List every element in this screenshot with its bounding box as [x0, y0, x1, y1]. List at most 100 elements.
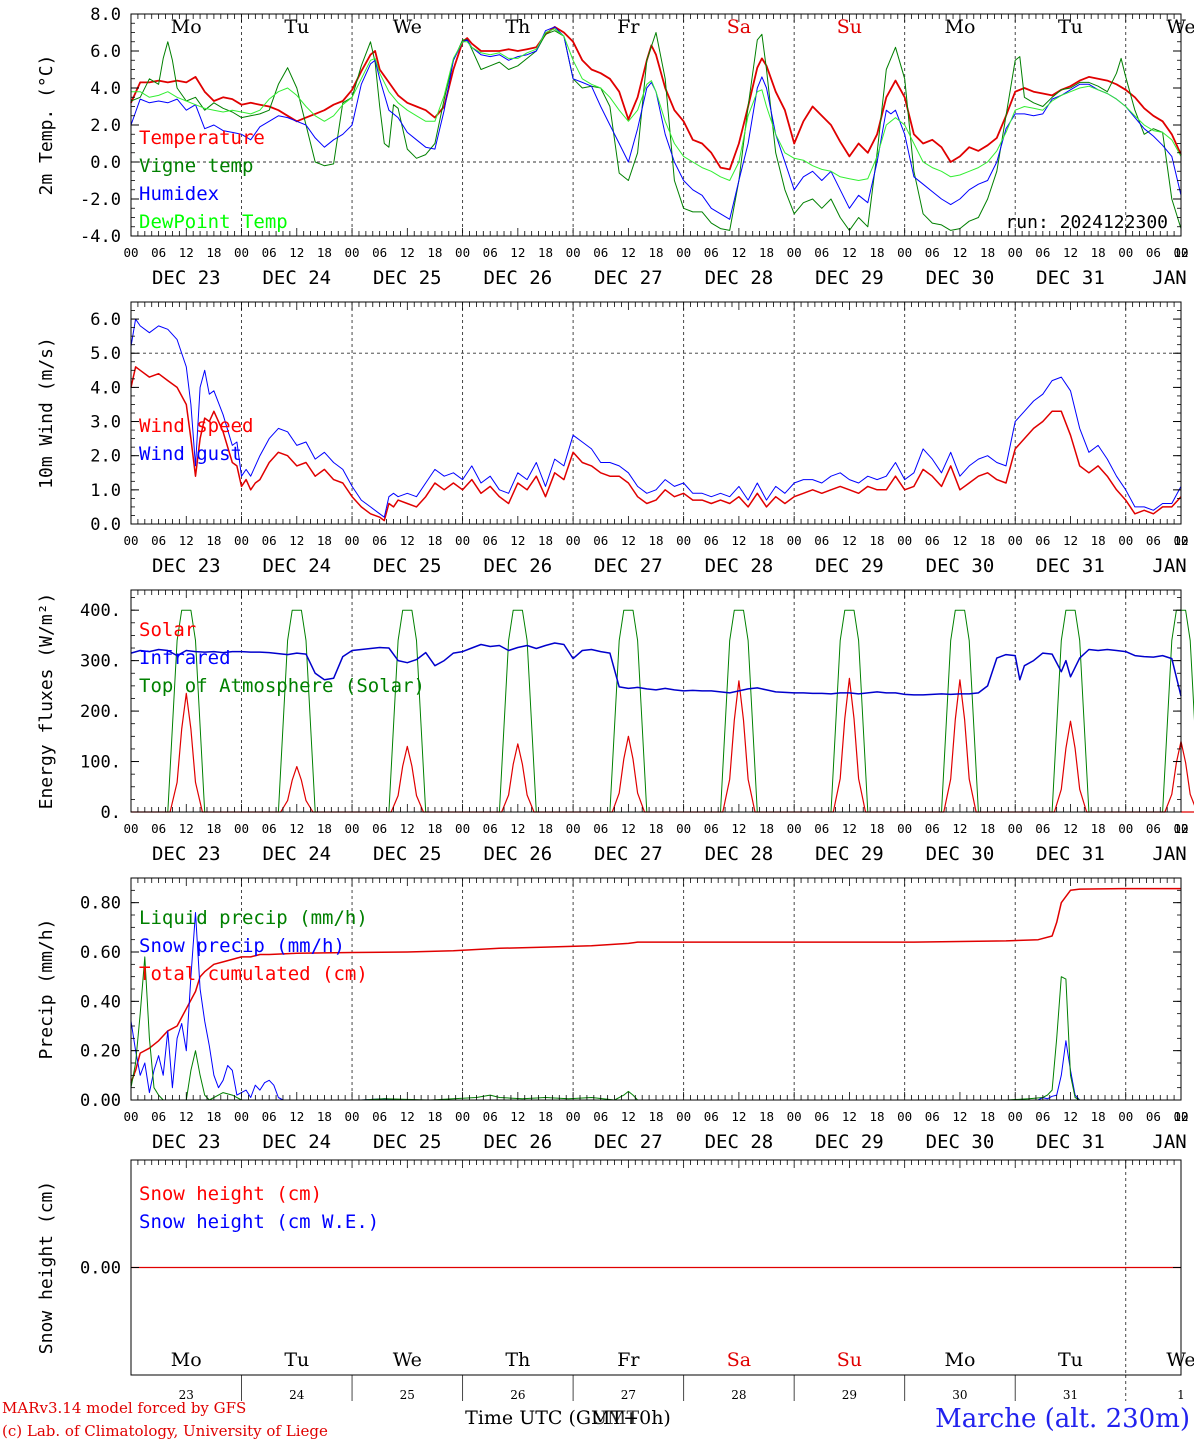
hour-tick-label: 06 — [593, 821, 608, 836]
hour-tick-label: 12 — [510, 245, 525, 260]
date-label: DEC 31 — [1036, 555, 1105, 577]
hour-tick-label: 06 — [1146, 1109, 1161, 1124]
date-label: DEC 27 — [594, 555, 663, 577]
hour-tick-label: 18 — [648, 1109, 663, 1124]
day-name-label: Sa — [727, 1349, 751, 1371]
hour-tick-label: 18 — [427, 821, 442, 836]
y-tick-label: 0.00 — [80, 1091, 121, 1111]
date-label: DEC 29 — [815, 1131, 884, 1153]
hour-tick-label: 06 — [814, 1109, 829, 1124]
y-tick-label: 6.0 — [90, 310, 121, 330]
hour-tick-label: 00 — [234, 821, 249, 836]
hour-tick-label: 06 — [483, 1109, 498, 1124]
legend-label: Total cumulated (cm) — [139, 963, 368, 985]
hour-tick-label: 00 — [566, 245, 581, 260]
series-temperature — [130, 25, 1182, 171]
hour-tick-label: 00 — [455, 245, 470, 260]
hour-tick-label: 18 — [759, 533, 774, 548]
hour-tick-label: 18 — [759, 821, 774, 836]
hour-tick-label: 00 — [676, 821, 691, 836]
hour-tick-label: 06 — [704, 1109, 719, 1124]
date-label: DEC 26 — [484, 843, 553, 865]
y-tick-label: 0.0 — [90, 153, 121, 173]
hour-tick-label: 00 — [345, 821, 360, 836]
legend-label: DewPoint Temp — [139, 211, 288, 233]
day-name-label: We — [1166, 16, 1194, 38]
hour-tick-label: 06 — [262, 245, 277, 260]
hour-tick-label: 18 — [870, 533, 885, 548]
day-name-label: We — [1166, 1349, 1194, 1371]
hour-tick-label: 00 — [566, 533, 581, 548]
hour-tick-label: 00 — [234, 533, 249, 548]
hour-tick-label: 06 — [262, 1109, 277, 1124]
hour-tick-label: 12 — [731, 821, 746, 836]
hour-tick-label: 06 — [151, 1109, 166, 1124]
hour-tick-label: 00 — [1118, 1109, 1133, 1124]
hour-tick-label: 12 — [731, 533, 746, 548]
hour-tick-label: 18 — [759, 245, 774, 260]
hour-tick-label: 06 — [925, 245, 940, 260]
legend-label: Humidex — [139, 183, 219, 205]
y-tick-label: 1.0 — [90, 481, 121, 501]
hour-tick-label: 06 — [814, 821, 829, 836]
hour-tick-label: 12 — [289, 533, 304, 548]
hour-tick-label: 06 — [925, 821, 940, 836]
hour-tick-label: 06 — [1146, 821, 1161, 836]
hour-tick-label: 18 — [1091, 1109, 1106, 1124]
date-label: DEC 24 — [262, 1131, 331, 1153]
hour-tick-label: 12 — [289, 1109, 304, 1124]
series-wind-speed — [130, 366, 1182, 522]
date-label: DEC 29 — [815, 267, 884, 289]
hour-tick-label: 12 — [842, 1109, 857, 1124]
hour-tick-label: 18 — [317, 245, 332, 260]
day-name-label: Tu — [284, 1349, 309, 1371]
hour-tick-label: 12 — [621, 821, 636, 836]
date-label: JAN 1 — [1152, 555, 1194, 577]
hour-tick-label: 12 — [1063, 821, 1078, 836]
hour-tick-label: 18 — [538, 821, 553, 836]
hour-tick-label: 06 — [262, 533, 277, 548]
legend-label: Liquid precip (mm/h) — [139, 907, 368, 929]
hour-tick-label: 06 — [704, 245, 719, 260]
day-number-label: 31 — [1063, 1388, 1078, 1402]
hour-tick-label: 12 — [1063, 245, 1078, 260]
date-label: DEC 30 — [926, 1131, 995, 1153]
hour-tick-label: 00 — [1118, 533, 1133, 548]
hour-tick-label: 18 — [538, 533, 553, 548]
day-number-label: 28 — [731, 1388, 746, 1402]
hour-tick-label: 18 — [648, 533, 663, 548]
date-label: DEC 27 — [594, 843, 663, 865]
hour-tick-label: 00 — [345, 245, 360, 260]
day-name-label: Sa — [727, 16, 751, 38]
legend-label: Wind speed — [139, 415, 253, 437]
series-vigne-temp — [130, 30, 1182, 231]
date-label: DEC 25 — [373, 555, 442, 577]
hour-tick-label: 00 — [1008, 821, 1023, 836]
series-top-of-atmosphere — [131, 609, 1194, 813]
date-label: DEC 28 — [705, 555, 774, 577]
hour-tick-label: 18 — [427, 1109, 442, 1124]
hour-tick-label: 06 — [372, 821, 387, 836]
y-tick-label: 3.0 — [90, 413, 121, 433]
series-snow-precip-mm-h- — [130, 912, 1181, 1101]
hour-tick-label: 12 — [510, 1109, 525, 1124]
date-label: DEC 26 — [484, 1131, 553, 1153]
hour-tick-label: 18 — [648, 821, 663, 836]
day-name-label: Th — [505, 1349, 530, 1371]
date-label: DEC 25 — [373, 1131, 442, 1153]
y-tick-label: 0.60 — [80, 943, 121, 963]
date-label: DEC 27 — [594, 1131, 663, 1153]
day-name-label: We — [393, 1349, 422, 1371]
day-name-label: Mo — [944, 1349, 975, 1371]
panel-4: Snow height (cm) — [36, 1159, 1182, 1401]
date-label: DEC 24 — [262, 267, 331, 289]
hour-tick-label: 18 — [427, 533, 442, 548]
series-solar — [131, 677, 1194, 813]
hour-tick-label: 18 — [538, 1109, 553, 1124]
hour-tick-label: 12 — [1063, 533, 1078, 548]
hour-tick-label: 12 — [400, 1109, 415, 1124]
hour-tick-label: 06 — [372, 533, 387, 548]
hour-tick-label: 12 — [510, 821, 525, 836]
hour-tick-label: 12 — [952, 533, 967, 548]
y-tick-label: -2.0 — [80, 190, 121, 210]
